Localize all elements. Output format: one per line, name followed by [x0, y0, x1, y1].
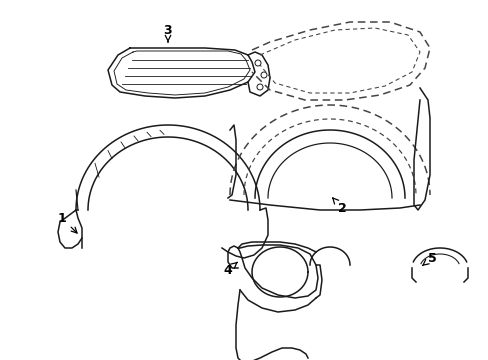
Text: 5: 5 — [422, 252, 435, 266]
Text: 3: 3 — [163, 23, 172, 42]
Text: 4: 4 — [223, 262, 237, 276]
Text: 1: 1 — [58, 211, 77, 233]
Text: 2: 2 — [332, 198, 346, 215]
